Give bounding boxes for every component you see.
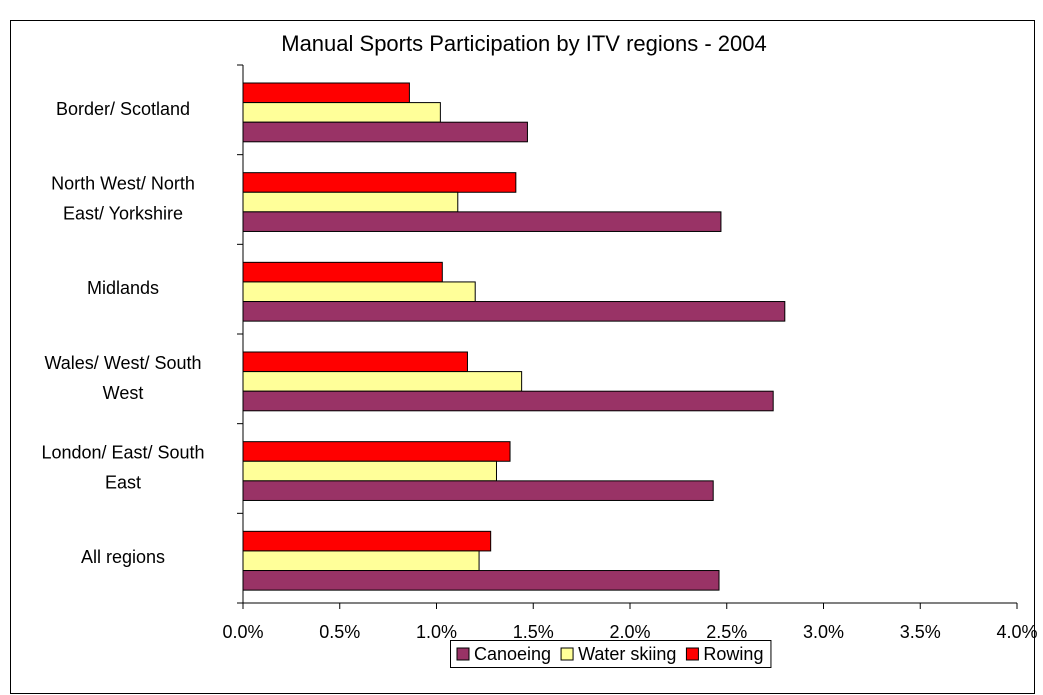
bar — [242, 211, 722, 232]
legend-label: Canoeing — [474, 644, 551, 664]
x-tick-label: 2.5% — [706, 622, 747, 642]
bar — [242, 301, 786, 322]
bar — [242, 351, 468, 373]
bar — [242, 390, 774, 412]
bar — [242, 172, 517, 193]
legend-swatch — [560, 647, 574, 661]
x-tick-label: 2.0% — [609, 622, 650, 642]
bar — [242, 530, 492, 552]
bar — [242, 102, 441, 123]
bar — [242, 570, 720, 591]
bar — [242, 191, 459, 213]
bar — [242, 460, 497, 482]
bar — [242, 121, 528, 143]
x-tick-label: 3.0% — [803, 622, 844, 642]
y-tick-label: London/ East/ South East — [41, 442, 204, 492]
x-tick-label: 0.5% — [319, 622, 360, 642]
legend-swatch — [685, 647, 699, 661]
chart-title: Manual Sports Participation by ITV regio… — [281, 31, 766, 56]
x-tick-label: 3.5% — [900, 622, 941, 642]
bar — [242, 371, 523, 392]
y-tick-label: All regions — [81, 547, 165, 567]
bar — [242, 441, 511, 462]
legend-label: Water skiing — [578, 644, 676, 664]
x-tick-label: 1.5% — [513, 622, 554, 642]
x-tick-label: 4.0% — [996, 622, 1037, 642]
y-tick-label: Border/ Scotland — [56, 99, 190, 119]
bar — [242, 550, 480, 572]
legend — [450, 640, 772, 668]
legend-label: Rowing — [703, 644, 763, 664]
legend-swatch — [456, 647, 470, 661]
y-tick-label: Wales/ West/ South West — [44, 353, 201, 403]
x-tick-label: 1.0% — [416, 622, 457, 642]
bar — [242, 261, 443, 283]
bar — [242, 281, 476, 303]
bar — [242, 480, 714, 501]
y-tick-label: Midlands — [87, 278, 159, 298]
bar — [242, 82, 410, 104]
x-tick-label: 0.0% — [222, 622, 263, 642]
y-tick-label: North West/ North East/ Yorkshire — [51, 173, 195, 223]
